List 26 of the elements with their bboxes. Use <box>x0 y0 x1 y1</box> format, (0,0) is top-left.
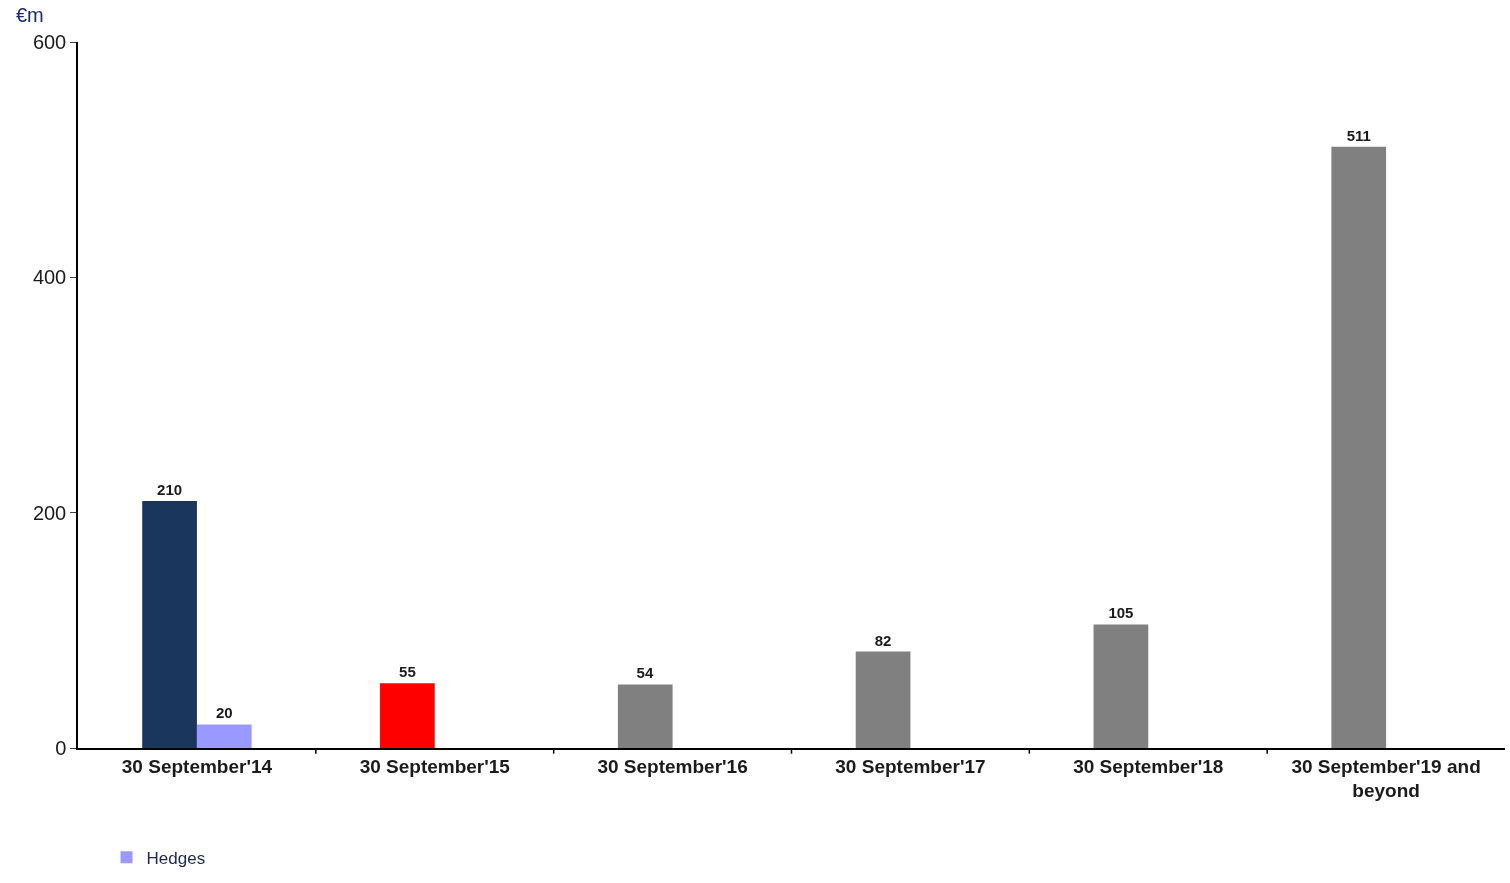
x-tick-label: 30 September'17 <box>835 755 986 777</box>
y-tick-label: 0 <box>55 737 67 759</box>
x-tick-label: 30 September'16 <box>597 755 748 777</box>
data-label: 54 <box>636 664 654 682</box>
bar <box>1331 146 1387 748</box>
data-label: 105 <box>1108 604 1134 622</box>
bar <box>380 683 435 748</box>
bar <box>142 500 197 748</box>
y-tick-label: 400 <box>32 266 67 289</box>
bar <box>196 724 252 748</box>
data-label: 82 <box>874 631 892 649</box>
data-label: 20 <box>215 704 233 722</box>
bar <box>855 651 911 748</box>
x-tick-label: 30 September'14 <box>121 755 273 777</box>
data-label: 511 <box>1346 126 1371 144</box>
y-tick-label: 200 <box>32 501 67 524</box>
legend-label: Hedges <box>146 848 206 868</box>
y-tick-label: 600 <box>32 31 67 53</box>
x-tick-label: 30 September'18 <box>1073 755 1224 777</box>
bar <box>617 684 673 748</box>
bar <box>1093 624 1149 748</box>
data-label: 55 <box>399 663 416 681</box>
data-label: 210 <box>157 480 183 498</box>
x-tick-label: 30 September'19 and beyond <box>1291 755 1481 802</box>
y-axis-title: €m <box>16 4 44 26</box>
x-tick-label: 30 September'15 <box>359 755 511 777</box>
